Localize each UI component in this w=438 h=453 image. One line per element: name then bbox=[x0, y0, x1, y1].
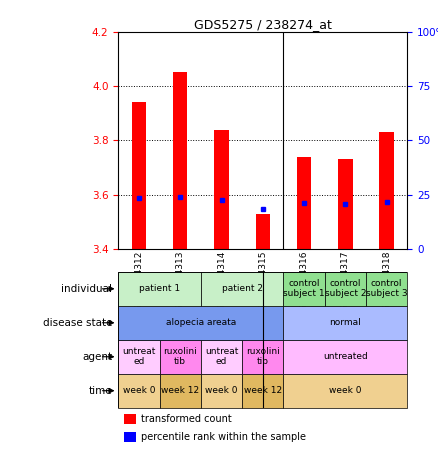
Bar bbox=[118, 306, 283, 340]
Bar bbox=[118, 340, 159, 374]
Bar bbox=[118, 374, 159, 408]
Text: control
subject 1: control subject 1 bbox=[283, 279, 325, 299]
Bar bbox=[297, 157, 311, 249]
Text: individual: individual bbox=[61, 284, 112, 294]
Text: patient 1: patient 1 bbox=[139, 284, 180, 293]
Text: week 0: week 0 bbox=[123, 386, 155, 395]
Text: disease state: disease state bbox=[42, 318, 112, 328]
Text: week 0: week 0 bbox=[329, 386, 362, 395]
Text: ruxolini
tib: ruxolini tib bbox=[163, 347, 197, 366]
Bar bbox=[256, 214, 270, 249]
Text: control
subject 2: control subject 2 bbox=[325, 279, 366, 299]
Bar bbox=[173, 72, 187, 249]
Bar bbox=[379, 132, 394, 249]
Bar bbox=[283, 340, 407, 374]
Text: ruxolini
tib: ruxolini tib bbox=[246, 347, 280, 366]
Bar bbox=[283, 306, 407, 340]
Text: week 12: week 12 bbox=[244, 386, 282, 395]
Title: GDS5275 / 238274_at: GDS5275 / 238274_at bbox=[194, 18, 332, 30]
Bar bbox=[201, 272, 283, 306]
Text: week 0: week 0 bbox=[205, 386, 238, 395]
Text: untreat
ed: untreat ed bbox=[122, 347, 155, 366]
Text: untreat
ed: untreat ed bbox=[205, 347, 238, 366]
Bar bbox=[132, 102, 146, 249]
Text: untreated: untreated bbox=[323, 352, 368, 361]
Bar bbox=[201, 374, 242, 408]
Text: percentile rank within the sample: percentile rank within the sample bbox=[141, 432, 307, 442]
Text: patient 2: patient 2 bbox=[222, 284, 263, 293]
Text: time: time bbox=[88, 386, 112, 396]
Bar bbox=[118, 272, 201, 306]
Text: control
subject 3: control subject 3 bbox=[366, 279, 407, 299]
Bar bbox=[283, 272, 325, 306]
Bar bbox=[124, 432, 136, 442]
Bar bbox=[283, 374, 407, 408]
Bar bbox=[242, 374, 283, 408]
Text: transformed count: transformed count bbox=[141, 414, 232, 424]
Bar bbox=[124, 414, 136, 424]
Text: alopecia areata: alopecia areata bbox=[166, 318, 236, 327]
Bar bbox=[214, 130, 229, 249]
Bar bbox=[159, 340, 201, 374]
Text: week 12: week 12 bbox=[161, 386, 199, 395]
Text: agent: agent bbox=[82, 352, 112, 362]
Bar bbox=[159, 374, 201, 408]
Bar bbox=[325, 272, 366, 306]
Bar bbox=[366, 272, 407, 306]
Bar bbox=[242, 340, 283, 374]
Bar bbox=[338, 159, 353, 249]
Bar bbox=[201, 340, 242, 374]
Text: normal: normal bbox=[329, 318, 361, 327]
